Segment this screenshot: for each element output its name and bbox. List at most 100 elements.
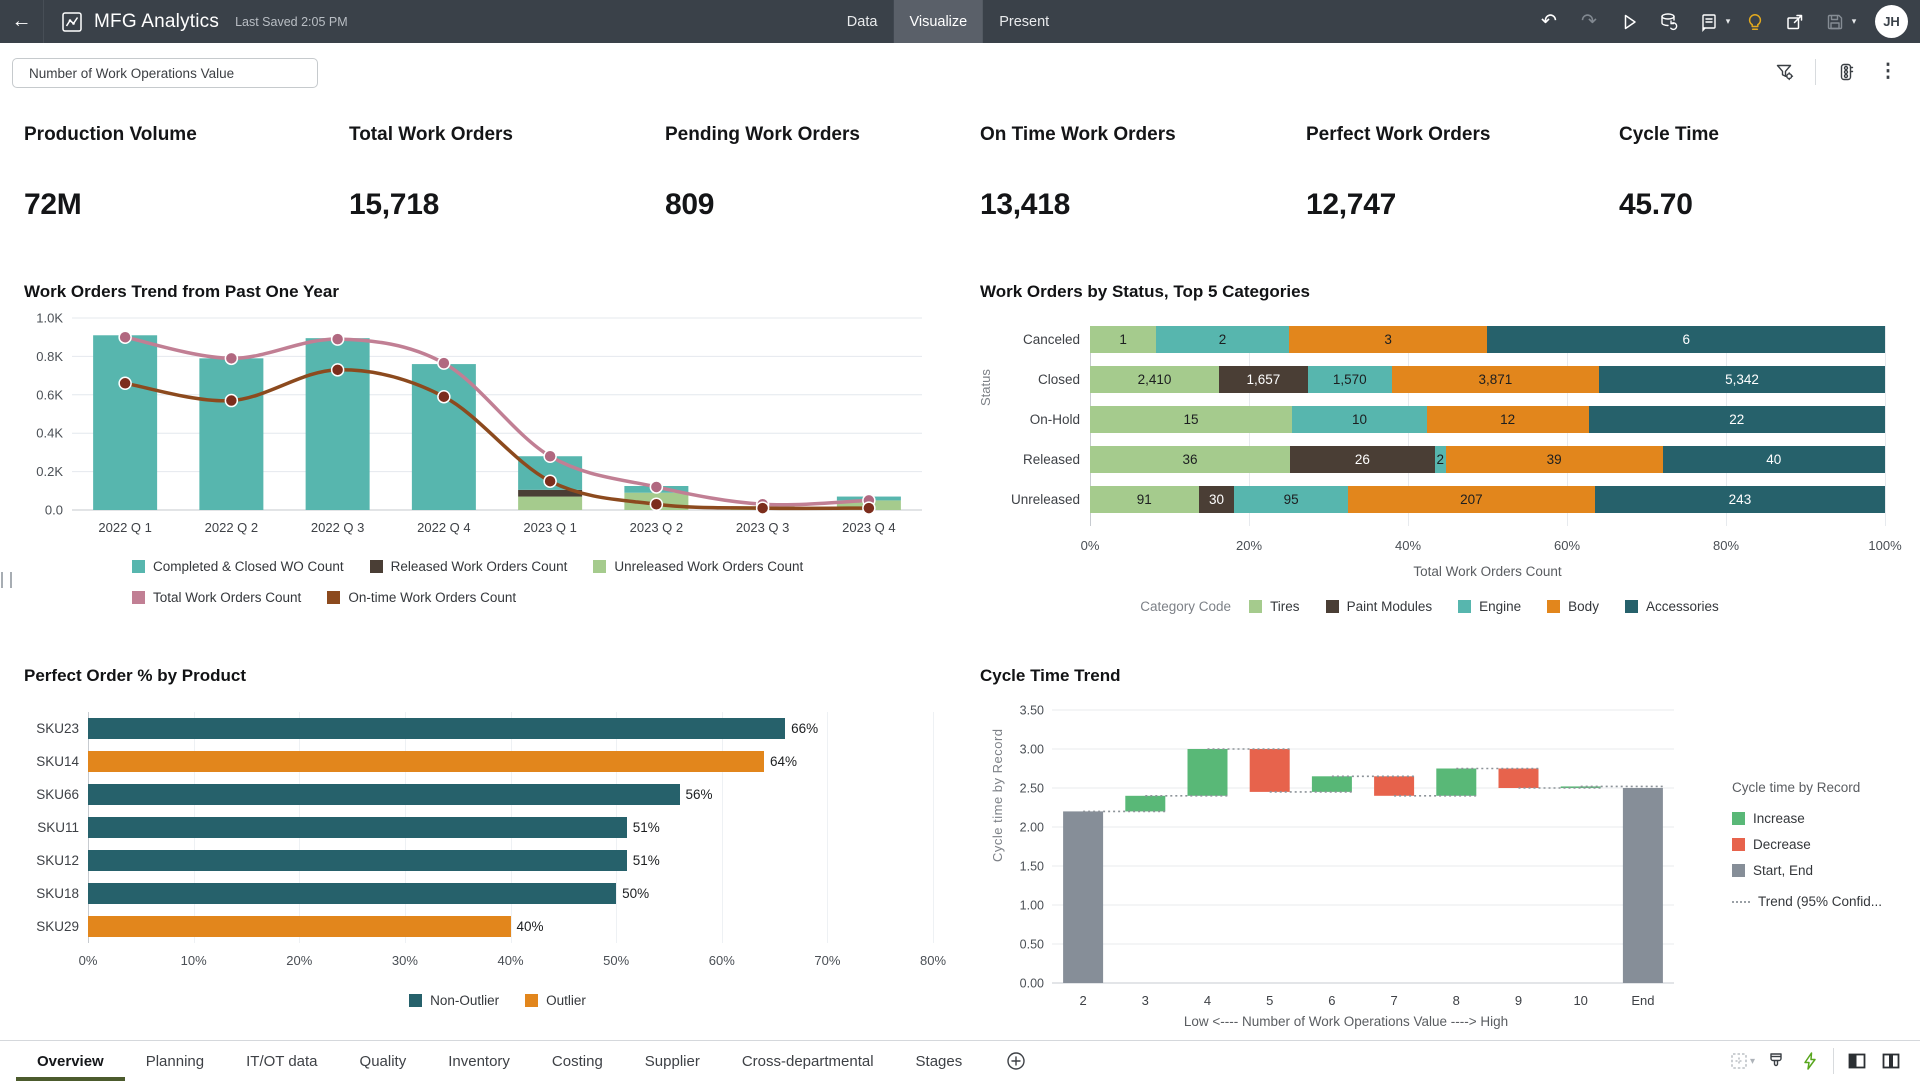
marker-on-time-work-orders-count[interactable]: [649, 497, 664, 511]
marker-on-time-work-orders-count[interactable]: [862, 501, 876, 515]
bar-segment-accessories[interactable]: 22: [1588, 406, 1885, 433]
canvas-tab-it-ot-data[interactable]: IT/OT data: [246, 1052, 318, 1070]
panel-resize-handle[interactable]: [1, 572, 12, 588]
bar-segment-paint-modules[interactable]: 26: [1290, 446, 1435, 473]
canvas-tab-cross-departmental[interactable]: Cross-departmental: [741, 1052, 874, 1070]
bar-sku18[interactable]: [88, 883, 617, 904]
combo-chart-plot[interactable]: 0.0 0.2K 0.4K 0.6K 0.8K 1.0K 2022 Q 1 2022 Q 2 2…: [24, 311, 934, 540]
bar-sku66[interactable]: [88, 784, 680, 805]
mode-tab-present[interactable]: Present: [999, 13, 1050, 30]
open-in-window-button[interactable]: [1775, 0, 1815, 43]
insights-button[interactable]: [1735, 0, 1775, 43]
kpi-on-time-work-orders[interactable]: On Time Work Orders 13,418: [980, 124, 1176, 222]
bar-sku23[interactable]: [88, 718, 786, 739]
canvas-tab-overview[interactable]: Overview: [16, 1041, 125, 1081]
canvas-tab-inventory[interactable]: Inventory: [448, 1052, 510, 1070]
bar-segment-completed-closed-wo-count[interactable]: [199, 358, 264, 510]
bar-segment-accessories[interactable]: 40: [1662, 446, 1885, 473]
marker-total-work-orders-count[interactable]: [543, 449, 557, 463]
bar-segment-engine[interactable]: 2: [1434, 446, 1446, 473]
preview-button[interactable]: [1609, 0, 1649, 43]
bar-segment-paint-modules[interactable]: 1,657: [1219, 366, 1308, 393]
filter-pill-work-operations[interactable]: Number of Work Operations Value: [12, 58, 318, 88]
marker-total-work-orders-count[interactable]: [224, 351, 239, 366]
marker-total-work-orders-count[interactable]: [649, 480, 664, 494]
canvas-style-button[interactable]: [1759, 1044, 1793, 1078]
kpi-production-volume[interactable]: Production Volume 72M: [24, 124, 197, 222]
canvas-tab-supplier[interactable]: Supplier: [644, 1052, 700, 1070]
canvas-tab-planning[interactable]: Planning: [145, 1052, 205, 1070]
bar-segment-released-work-orders-count[interactable]: [518, 489, 583, 497]
bar-sku29[interactable]: [88, 916, 511, 937]
center-panel-toggle[interactable]: [1874, 1044, 1908, 1078]
limit-values-button[interactable]: [1767, 55, 1803, 89]
waterfall-bar-9[interactable]: [1498, 768, 1539, 789]
waterfall-bar-3[interactable]: [1125, 795, 1166, 812]
add-canvas-button[interactable]: [999, 1041, 1033, 1081]
mode-tab-visualize[interactable]: Visualize: [893, 0, 984, 43]
more-options-button[interactable]: ⋮: [1870, 55, 1906, 89]
marker-on-time-work-orders-count[interactable]: [543, 474, 557, 488]
stacked-bar-plot[interactable]: Canceled 1 2 3 6 Closed 2,410 1,657 1,570 3,871 5,…: [1011, 326, 1886, 526]
waterfall-bar-4[interactable]: [1187, 749, 1228, 796]
marker-total-work-orders-count[interactable]: [118, 330, 132, 344]
bar-segment-body[interactable]: 207: [1347, 486, 1595, 513]
canvas-tab-costing[interactable]: Costing: [551, 1052, 603, 1070]
line-on-time-work-orders-count[interactable]: [124, 368, 869, 511]
bar-segment-completed-closed-wo-count[interactable]: [93, 335, 158, 510]
marker-on-time-work-orders-count[interactable]: [330, 363, 345, 377]
bar-segment-unreleased-work-orders-count[interactable]: [518, 496, 583, 510]
bar-segment-tires[interactable]: 15: [1090, 406, 1293, 433]
viz-work-orders-by-status[interactable]: Work Orders by Status, Top 5 Categories …: [978, 268, 1905, 644]
waterfall-bar-6[interactable]: [1311, 776, 1352, 792]
kpi-perfect-work-orders[interactable]: Perfect Work Orders 12,747: [1306, 124, 1490, 222]
bar-segment-accessories[interactable]: 243: [1594, 486, 1885, 513]
bar-segment-engine[interactable]: 2: [1156, 326, 1289, 353]
bar-segment-body[interactable]: 39: [1445, 446, 1663, 473]
refresh-data-button[interactable]: [1649, 0, 1689, 43]
bar-sku14[interactable]: [88, 751, 764, 772]
bar-segment-tires[interactable]: 36: [1090, 446, 1291, 473]
bar-segment-accessories[interactable]: 5,342: [1599, 366, 1885, 393]
line-total-work-orders-count[interactable]: [124, 335, 869, 507]
grid-layout-button[interactable]: [1722, 1044, 1756, 1078]
marker-total-work-orders-count[interactable]: [330, 332, 345, 346]
waterfall-bar-8[interactable]: [1436, 768, 1477, 796]
waterfall-bar-2[interactable]: [1063, 811, 1104, 983]
bar-segment-body[interactable]: 3: [1288, 326, 1488, 353]
hbar-plot[interactable]: SKU23 66% SKU14 64% SKU66 56% SKU11 51% SKU12 51%…: [36, 712, 934, 943]
conditional-formatting-button[interactable]: [1828, 55, 1864, 89]
redo-button[interactable]: ↷: [1569, 0, 1609, 43]
waterfall-plot[interactable]: 0.00 0.50 1.00 1.50 2.00 2.50 3.00 3.50 2 3 4 5 6 7 8 9…: [1006, 700, 1686, 1012]
waterfall-bar-5[interactable]: [1249, 749, 1290, 792]
canvas-tab-quality[interactable]: Quality: [359, 1052, 407, 1070]
marker-on-time-work-orders-count[interactable]: [755, 501, 770, 515]
canvas-tab-stages[interactable]: Stages: [915, 1052, 963, 1070]
bar-segment-body[interactable]: 3,871: [1391, 366, 1599, 393]
mode-tab-data[interactable]: Data: [846, 13, 878, 30]
waterfall-bar-end[interactable]: [1622, 788, 1663, 983]
bar-segment-tires[interactable]: 91: [1090, 486, 1199, 513]
waterfall-bar-10[interactable]: [1560, 786, 1601, 788]
marker-total-work-orders-count[interactable]: [437, 356, 451, 370]
bar-segment-accessories[interactable]: 6: [1487, 326, 1885, 353]
marker-on-time-work-orders-count[interactable]: [118, 376, 132, 391]
notes-caret[interactable]: ▾: [1725, 16, 1731, 26]
save-caret[interactable]: ▾: [1851, 16, 1857, 26]
viz-perfect-order-by-product[interactable]: Perfect Order % by Product SKU23 66% SKU14…: [24, 652, 964, 1034]
bar-segment-paint-modules[interactable]: 30: [1198, 486, 1235, 513]
save-button[interactable]: [1815, 0, 1855, 43]
user-avatar[interactable]: JH: [1875, 5, 1908, 38]
bar-segment-body[interactable]: 12: [1426, 406, 1589, 433]
bar-segment-tires[interactable]: 1: [1090, 326, 1157, 353]
undo-button[interactable]: ↶: [1529, 0, 1569, 43]
bar-segment-engine[interactable]: 1,570: [1307, 366, 1392, 393]
back-button[interactable]: ←: [0, 0, 44, 43]
bar-sku11[interactable]: [88, 817, 627, 838]
bar-segment-engine[interactable]: 10: [1292, 406, 1427, 433]
kpi-total-work-orders[interactable]: Total Work Orders 15,718: [349, 124, 513, 222]
bar-segment-engine[interactable]: 95: [1234, 486, 1348, 513]
notes-button[interactable]: [1689, 0, 1729, 43]
auto-insights-button[interactable]: [1793, 1044, 1827, 1078]
kpi-pending-work-orders[interactable]: Pending Work Orders 809: [665, 124, 860, 222]
